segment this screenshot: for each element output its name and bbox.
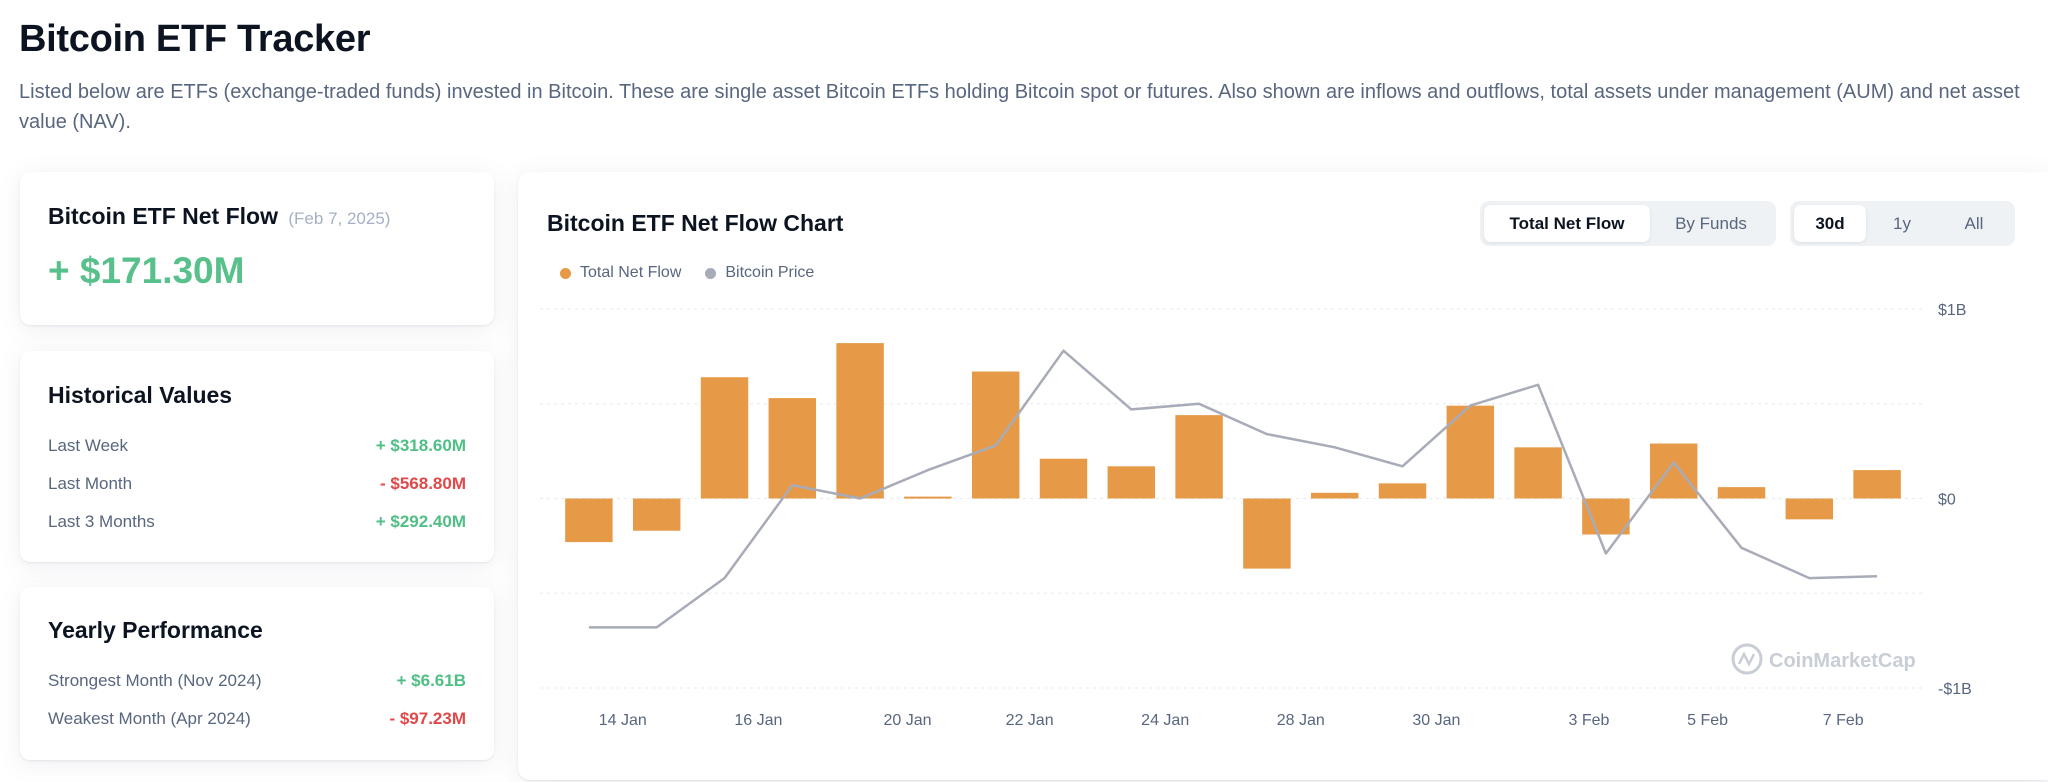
net-flow-chart: CoinMarketCap $1B $0 -$1B 14 Jan 16 Jan 20 J… xyxy=(540,302,1972,729)
net-flow-value: + $171.30M xyxy=(48,250,245,291)
y-axis-labels: $1B $0 -$1B xyxy=(1938,302,1972,698)
net-flow-bar xyxy=(1378,483,1427,499)
legend-dot-icon xyxy=(705,267,717,279)
net-flow-bar xyxy=(700,377,749,499)
net-flow-bar xyxy=(1785,498,1834,520)
historical-row-last-week: Last Week + $318.60M xyxy=(48,436,466,460)
net-flow-bar xyxy=(1175,415,1223,499)
net-flow-bar xyxy=(971,371,1020,499)
chart-legend: Total Net Flow Bitcoin Price xyxy=(560,264,814,282)
chart-title: Bitcoin ETF Net Flow Chart xyxy=(547,210,844,236)
net-flow-title-text: Bitcoin ETF Net Flow xyxy=(48,203,278,229)
net-flow-bar xyxy=(1582,498,1630,535)
row-label: Last 3 Months xyxy=(48,512,155,531)
x-tick-label: 3 Feb xyxy=(1568,712,1609,729)
net-flow-bar xyxy=(1853,470,1901,499)
legend-item-bitcoin-price[interactable]: Bitcoin Price xyxy=(705,264,814,282)
row-label: Last Week xyxy=(48,436,129,455)
net-flow-bar xyxy=(1310,492,1359,499)
tab-total-net-flow[interactable]: Total Net Flow xyxy=(1484,205,1650,242)
legend-dot-icon xyxy=(560,267,571,279)
x-tick-label: 5 Feb xyxy=(1687,712,1728,729)
net-flow-bar xyxy=(1243,498,1291,569)
row-label: Weakest Month (Apr 2024) xyxy=(48,709,251,728)
legend-label: Total Net Flow xyxy=(580,264,682,281)
row-value: - $97.23M xyxy=(389,709,466,728)
range-all[interactable]: All xyxy=(1964,214,1984,233)
x-tick-label: 7 Feb xyxy=(1823,712,1864,729)
page-title: Bitcoin ETF Tracker xyxy=(19,18,371,60)
net-flow-bar xyxy=(1649,443,1698,499)
page-description: Listed below are ETFs (exchange-traded f… xyxy=(19,81,2020,133)
coinmarketcap-logo-mark-icon xyxy=(1737,651,1756,667)
row-label: Strongest Month (Nov 2024) xyxy=(48,671,262,690)
yearly-row-weakest-month: Weakest Month (Apr 2024) - $97.23M xyxy=(48,709,466,733)
bitcoin-price-line xyxy=(588,349,1878,629)
yearly-performance-card: Yearly Performance Strongest Month (Nov … xyxy=(20,587,494,760)
historical-values-card: Historical Values Last Week + $318.60M L… xyxy=(20,351,494,562)
range-1y[interactable]: 1y xyxy=(1893,214,1911,233)
row-value: + $6.61B xyxy=(396,671,466,690)
bars xyxy=(565,343,1901,569)
net-flow-card: Bitcoin ETF Net Flow (Feb 7, 2025) + $17… xyxy=(20,172,494,325)
y-tick-label: -$1B xyxy=(1938,681,1972,698)
x-tick-label: 14 Jan xyxy=(599,712,647,729)
x-tick-label: 28 Jan xyxy=(1277,712,1325,729)
net-flow-bar xyxy=(565,498,613,543)
net-flow-bar xyxy=(904,496,952,499)
row-label: Last Month xyxy=(48,474,133,493)
historical-values-title: Historical Values xyxy=(48,382,233,408)
net-flow-bar xyxy=(768,398,817,499)
row-value: - $568.80M xyxy=(380,474,466,493)
net-flow-chart-card: Bitcoin ETF Net Flow Chart Total Net Flo… xyxy=(518,172,2048,780)
coinmarketcap-watermark: CoinMarketCap xyxy=(1731,643,1916,675)
tab-by-funds[interactable]: By Funds xyxy=(1675,214,1747,233)
row-value: + $318.60M xyxy=(375,436,466,455)
yearly-performance-title: Yearly Performance xyxy=(48,617,263,643)
x-tick-label: 24 Jan xyxy=(1141,712,1189,729)
coinmarketcap-logo-icon xyxy=(1731,643,1763,675)
net-flow-bar xyxy=(1514,447,1562,499)
x-axis-labels: 14 Jan 16 Jan 20 Jan 22 Jan 24 Jan 28 Jan 30 J… xyxy=(599,712,1864,729)
net-flow-title: Bitcoin ETF Net Flow (Feb 7, 2025) xyxy=(48,203,390,230)
price-line xyxy=(588,349,1878,629)
net-flow-bar xyxy=(836,343,884,499)
range-30d[interactable]: 30d xyxy=(1794,205,1866,242)
legend-item-total-net-flow[interactable]: Total Net Flow xyxy=(560,264,681,282)
x-tick-label: 22 Jan xyxy=(1006,712,1054,729)
net-flow-bar xyxy=(1039,458,1088,499)
historical-row-last-month: Last Month - $568.80M xyxy=(48,474,466,498)
net-flow-date: (Feb 7, 2025) xyxy=(288,209,391,228)
x-tick-label: 20 Jan xyxy=(884,712,932,729)
x-tick-label: 30 Jan xyxy=(1412,712,1460,729)
net-flow-bar xyxy=(1717,487,1766,499)
net-flow-bar xyxy=(632,498,681,531)
row-value: + $292.40M xyxy=(375,512,466,531)
legend-label: Bitcoin Price xyxy=(725,264,815,281)
y-tick-label: $0 xyxy=(1938,492,1956,509)
watermark-text: CoinMarketCap xyxy=(1769,650,1916,672)
range-toggle: 30d 1y All xyxy=(1790,201,2015,246)
x-tick-label: 16 Jan xyxy=(734,712,782,729)
net-flow-bar xyxy=(1107,466,1156,499)
historical-row-last-3-months: Last 3 Months + $292.40M xyxy=(48,512,466,536)
y-tick-label: $1B xyxy=(1938,302,1966,319)
yearly-row-strongest-month: Strongest Month (Nov 2024) + $6.61B xyxy=(48,671,466,695)
view-toggle: Total Net Flow By Funds xyxy=(1480,201,1776,246)
